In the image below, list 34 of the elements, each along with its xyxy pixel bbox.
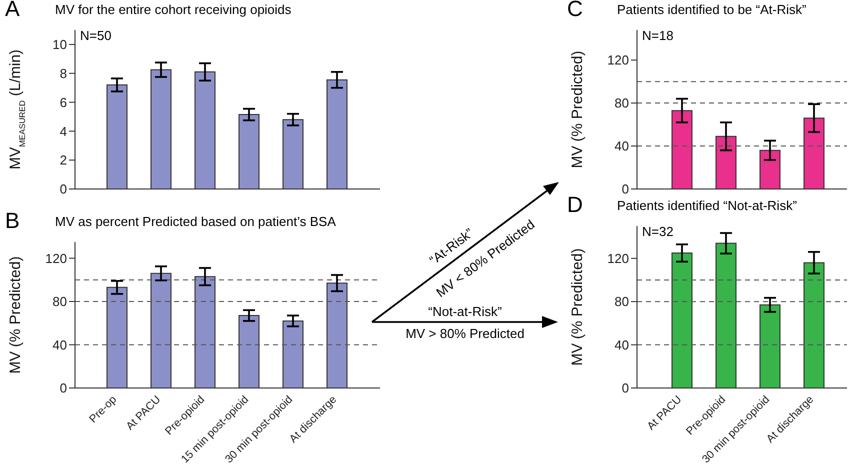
annotation: N=50 [80,28,112,43]
y-tick-label: 40 [52,337,67,352]
y-axis-title: MV (% Predicted) [7,256,24,374]
text: C [567,0,583,22]
y-tick-label: 80 [52,294,67,310]
y-tick-label: 0 [622,182,629,197]
y-tick-label: 120 [607,52,629,68]
y-axis-title: MV (% Predicted) [569,50,586,168]
text: D [567,192,583,218]
y-tick-label: 120 [607,251,629,266]
y-tick-label: 80 [614,294,629,310]
text: B [5,208,20,234]
y-tick-label: 10 [52,37,67,52]
y-tick-label: 6 [60,94,67,110]
y-tick-label: 40 [614,138,629,154]
annotation: N=32 [642,224,674,239]
y-tick-label: 4 [60,124,67,139]
y-tick-label: 0 [622,380,629,396]
text: MV > 80% Predicted [406,326,524,341]
y-tick-label: 40 [614,337,629,352]
y-tick-label: 0 [60,182,67,197]
y-axis-title: MV (% Predicted) [569,248,586,366]
y-tick-label: 0 [60,380,67,396]
text: A [5,0,20,22]
y-tick-label: 120 [45,250,67,266]
chart-title: MV for the entire cohort receiving opioids [55,2,292,17]
chart-title: Patients identified to be “At-Risk” [617,2,806,17]
y-tick-label: 8 [60,66,67,81]
annotation: N=18 [642,28,674,43]
text: “Not-at-Risk” [428,304,502,319]
chart-title: Patients identified “Not-at-Risk” [617,198,797,213]
y-tick-label: 2 [60,152,67,168]
chart-title: MV as percent Predicted based on patient’s BSA [55,214,336,229]
y-tick-label: 80 [614,96,629,111]
